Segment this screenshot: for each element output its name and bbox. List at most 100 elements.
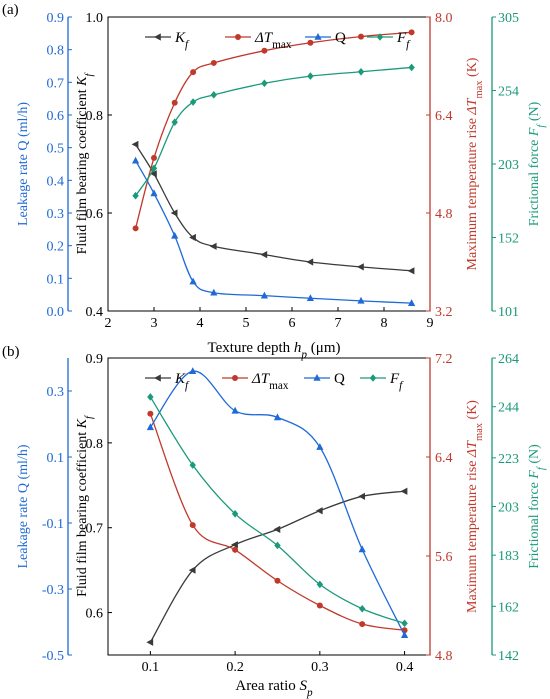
- kf-tick-label: 0.4: [86, 305, 104, 320]
- legend-marker: [376, 33, 384, 41]
- data-point: [151, 154, 157, 161]
- data-point: [210, 288, 218, 296]
- dt-tick-label: 3.2: [435, 305, 453, 320]
- legend-entry: Q: [304, 371, 345, 387]
- legend-label: Kf: [174, 30, 190, 51]
- series-ff: [147, 393, 408, 628]
- x-tick-label: 8: [381, 316, 388, 331]
- data-point: [189, 367, 197, 374]
- ff-tick-label: 203: [498, 158, 519, 173]
- series-dt: [147, 410, 408, 634]
- data-point: [147, 410, 154, 417]
- data-point: [408, 299, 416, 306]
- x-tick-label: 6: [289, 316, 296, 331]
- dt-axis-label: Maximum temperature rise ΔTmax (K): [465, 400, 485, 613]
- q-tick-label: 0.3: [47, 385, 65, 400]
- data-point: [189, 98, 197, 106]
- series-q: [146, 367, 409, 638]
- panel-label: (b): [2, 344, 20, 360]
- series-line: [135, 144, 412, 272]
- data-point: [150, 164, 158, 173]
- legend-marker: [154, 33, 161, 41]
- data-point: [358, 33, 364, 40]
- legend-entry: Q: [305, 30, 346, 46]
- chart-panel-a: (a) 2 3 4 5 6 7 8 9 Texture depth hp (μm) 0.4 0.6 0.…: [2, 2, 547, 361]
- legend-label: Kf: [174, 371, 190, 392]
- legend-entry: ΔTmax: [222, 371, 289, 392]
- data-point: [150, 170, 157, 178]
- ff-tick-label: 264: [498, 352, 519, 367]
- x-axis-label: Texture depth hp (μm): [208, 340, 341, 361]
- legend-label: ΔTmax: [251, 371, 289, 392]
- data-point: [400, 487, 408, 495]
- ff-tick-label: 162: [498, 600, 519, 615]
- data-point: [132, 191, 139, 200]
- data-point: [306, 294, 314, 302]
- data-point: [171, 99, 178, 106]
- x-tick-label: 4: [197, 316, 204, 331]
- data-point: [316, 580, 324, 589]
- data-point: [359, 621, 366, 628]
- series-ff: [132, 63, 415, 200]
- data-point: [273, 413, 282, 421]
- data-point: [132, 156, 140, 164]
- ff-tick-label: 254: [498, 85, 519, 100]
- dt-tick-label: 5.6: [435, 550, 453, 565]
- data-point: [231, 510, 239, 518]
- ff-axis-label: Frictional force Ff (N): [527, 444, 547, 569]
- data-point: [400, 631, 409, 638]
- data-point: [407, 267, 415, 275]
- series-line: [135, 160, 412, 304]
- kf-tick-label: 1.0: [86, 11, 104, 26]
- kf-tick-label: 0.8: [86, 437, 104, 452]
- x-tick-label: 0.2: [226, 660, 244, 675]
- q-tick-label: 0.1: [47, 451, 65, 466]
- legend-marker: [235, 34, 241, 40]
- data-point: [209, 242, 217, 250]
- ff-tick-label: 152: [498, 232, 519, 247]
- data-point: [131, 140, 139, 148]
- series-line: [134, 31, 412, 229]
- data-point: [147, 393, 154, 401]
- plot-frame: [107, 357, 431, 656]
- legend-label: Ff: [396, 30, 411, 51]
- q-tick-label: 0.1: [47, 272, 65, 287]
- data-point: [316, 602, 323, 609]
- dt-tick-label: 7.2: [435, 352, 453, 367]
- ff-tick-label: 305: [498, 11, 519, 26]
- data-point: [146, 423, 154, 431]
- legend-entry: Kf: [145, 30, 190, 51]
- legend-label: Q: [334, 371, 345, 387]
- ff-tick-label: 101: [498, 305, 519, 320]
- data-point: [401, 619, 408, 628]
- data-point: [188, 566, 196, 574]
- q-axis-label: Leakage rate Q (ml/h): [16, 444, 31, 568]
- series-line: [149, 490, 405, 643]
- ff-axis-label: Frictional force Ff (N): [527, 101, 547, 226]
- data-point: [357, 263, 364, 271]
- x-tick-label: 9: [427, 316, 434, 331]
- series-kf: [131, 140, 415, 275]
- legend-label: Ff: [389, 371, 404, 392]
- x-tick-label: 5: [243, 316, 250, 331]
- x-tick-label: 3: [151, 316, 158, 331]
- data-point: [315, 507, 323, 515]
- data-point: [189, 461, 196, 469]
- series-q: [132, 156, 416, 306]
- series-line: [135, 66, 412, 197]
- data-point: [357, 296, 365, 304]
- dt-tick-label: 8.0: [435, 11, 453, 26]
- legend-marker: [369, 374, 377, 382]
- data-point: [132, 225, 139, 232]
- data-point: [231, 541, 238, 549]
- data-point: [210, 59, 217, 66]
- data-point: [260, 251, 268, 259]
- data-point: [274, 541, 281, 550]
- kf-tick-label: 0.9: [86, 352, 104, 367]
- kf-axis-label: Fluid film bearing coefficient Kf: [75, 72, 95, 255]
- q-tick-label: -0.3: [42, 583, 64, 598]
- q-tick-label: 0.8: [47, 44, 65, 59]
- x-tick-label: 0.1: [142, 660, 160, 675]
- data-point: [171, 231, 179, 239]
